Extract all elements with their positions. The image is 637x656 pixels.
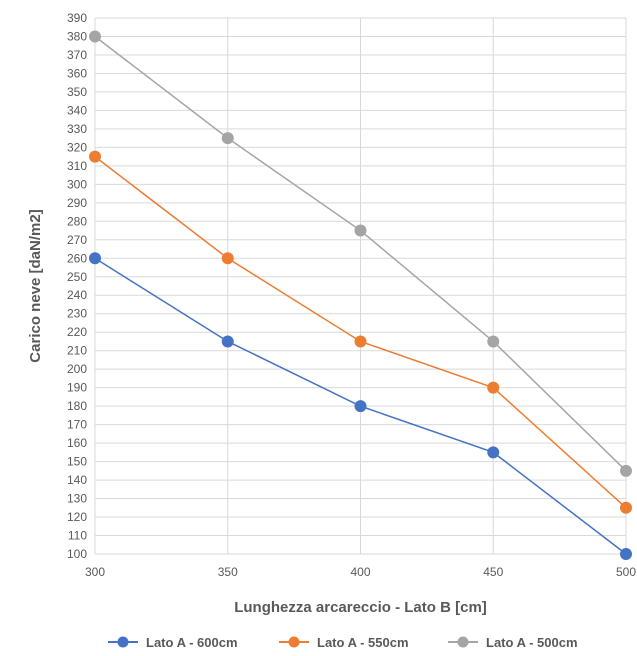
- y-tick-label: 340: [67, 103, 87, 117]
- series-3: [89, 30, 632, 477]
- x-tick-label: 400: [350, 565, 370, 579]
- data-point: [89, 30, 101, 43]
- data-point: [487, 446, 500, 459]
- y-tick-label: 290: [67, 196, 87, 210]
- y-tick-label: 330: [67, 122, 87, 136]
- x-tick-label: 500: [616, 565, 636, 579]
- y-tick-label: 180: [67, 399, 87, 413]
- data-point: [221, 252, 234, 265]
- y-tick-label: 270: [67, 233, 87, 247]
- data-point: [487, 335, 500, 348]
- x-axis-ticks: 300 350 400 450 500: [85, 565, 636, 579]
- y-axis-ticks: 100 110 120 130 140 150 160 170 180 190 200 210 220 2…: [67, 11, 87, 561]
- x-axis-title: Lunghezza arcareccio - Lato B [cm]: [234, 599, 487, 616]
- legend-entry: Lato A - 500cm: [448, 635, 578, 650]
- y-tick-label: 160: [67, 436, 87, 450]
- y-tick-label: 120: [67, 510, 87, 524]
- y-tick-label: 260: [67, 251, 87, 265]
- legend-entry: Lato A - 550cm: [279, 635, 409, 650]
- y-tick-label: 190: [67, 381, 87, 395]
- y-tick-label: 240: [67, 288, 87, 302]
- legend: Lato A - 600cm Lato A - 550cm Lato A - 500…: [108, 635, 578, 650]
- series-1: [89, 252, 632, 560]
- data-point: [354, 400, 367, 413]
- data-point: [620, 548, 632, 560]
- data-point: [89, 150, 101, 163]
- data-point: [354, 335, 367, 348]
- data-point: [89, 252, 101, 265]
- y-tick-label: 220: [67, 325, 87, 339]
- y-tick-label: 370: [67, 48, 87, 62]
- legend-label: Lato A - 500cm: [486, 635, 578, 650]
- y-tick-label: 210: [67, 344, 87, 358]
- grid: [94, 17, 627, 555]
- legend-entry: Lato A - 600cm: [108, 635, 238, 650]
- y-tick-label: 140: [67, 473, 87, 487]
- data-point: [354, 224, 367, 237]
- y-tick-label: 130: [67, 492, 87, 506]
- y-tick-label: 390: [67, 11, 87, 25]
- series-2: [89, 150, 632, 514]
- y-tick-label: 380: [67, 29, 87, 43]
- y-tick-label: 100: [67, 547, 87, 561]
- legend-marker: [117, 636, 129, 648]
- y-tick-label: 150: [67, 455, 87, 469]
- data-point: [620, 464, 632, 477]
- y-tick-label: 320: [67, 140, 87, 154]
- x-tick-label: 450: [483, 565, 503, 579]
- y-tick-label: 280: [67, 214, 87, 228]
- x-tick-label: 350: [218, 565, 238, 579]
- y-tick-label: 230: [67, 307, 87, 321]
- series: [89, 30, 632, 560]
- legend-label: Lato A - 600cm: [146, 635, 238, 650]
- legend-marker: [457, 636, 469, 648]
- y-axis-title: Carico neve [daN/m2]: [27, 209, 44, 362]
- data-point: [221, 132, 234, 145]
- data-point: [487, 381, 500, 394]
- y-tick-label: 200: [67, 362, 87, 376]
- y-tick-label: 310: [67, 159, 87, 173]
- x-tick-label: 300: [85, 565, 105, 579]
- y-tick-label: 300: [67, 177, 87, 191]
- legend-marker: [288, 636, 300, 648]
- y-tick-label: 170: [67, 418, 87, 432]
- legend-label: Lato A - 550cm: [317, 635, 409, 650]
- data-point: [620, 501, 632, 514]
- data-point: [221, 335, 234, 348]
- y-tick-label: 250: [67, 270, 87, 284]
- y-tick-label: 350: [67, 85, 87, 99]
- y-tick-label: 360: [67, 66, 87, 80]
- y-tick-label: 110: [68, 529, 87, 543]
